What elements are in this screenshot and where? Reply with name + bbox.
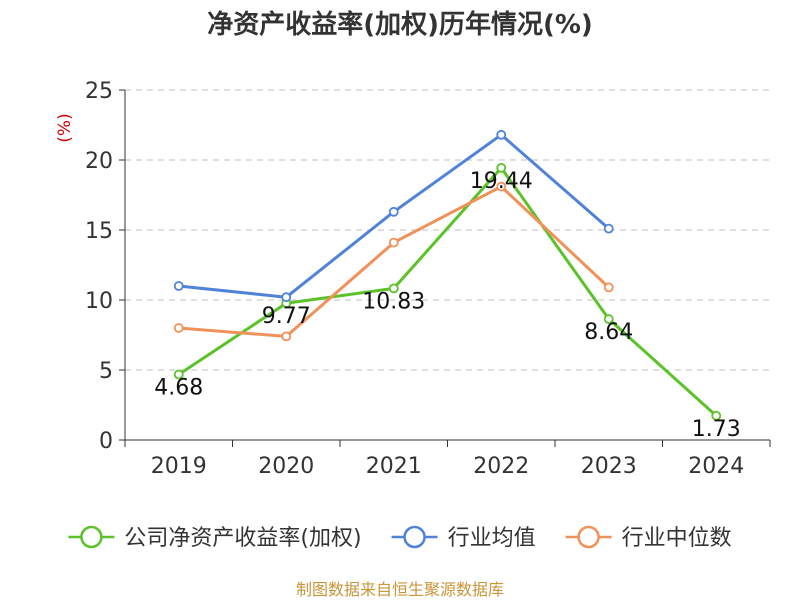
data-point [496, 129, 507, 140]
data-point [173, 323, 184, 333]
y-tick-label: 20 [85, 149, 113, 174]
data-point [496, 162, 507, 173]
y-tick-label: 25 [85, 79, 113, 104]
legend-marker [577, 525, 600, 549]
data-point [388, 237, 399, 248]
data-label: 9.77 [262, 304, 311, 329]
y-tick-label: 0 [99, 429, 113, 454]
source-note: 制图数据来自恒生聚源数据库 [296, 580, 504, 599]
data-label: 4.68 [154, 375, 203, 400]
data-label: 10.83 [362, 289, 425, 314]
x-tick-label: 2022 [473, 454, 529, 479]
data-point [388, 283, 399, 294]
chart-title: 净资产收益率(加权)历年情况(%) [207, 9, 593, 40]
series-line-0 [177, 166, 718, 417]
axes: 0 5 10 15 20 25 2019 2020 2021 2022 2023 2024 [85, 79, 771, 479]
x-tick-label: 2021 [366, 454, 422, 479]
x-tick-label: 2023 [581, 454, 637, 479]
legend-item-0[interactable]: 公司净资产收益率(加权) [68, 525, 362, 551]
data-point [603, 314, 614, 324]
data-point [603, 282, 614, 293]
y-tick-label: 5 [99, 359, 113, 384]
data-point [281, 292, 292, 303]
y-unit-label: (%) [55, 113, 75, 142]
data-point [388, 206, 399, 217]
x-tick-label: 2019 [151, 454, 207, 479]
y-tick-label: 15 [85, 219, 113, 244]
data-point [711, 410, 722, 421]
data-point [281, 331, 292, 342]
data-point [173, 369, 184, 380]
data-label: 8.64 [584, 320, 633, 345]
y-tick-label: 10 [85, 289, 113, 314]
legend-marker [80, 525, 103, 549]
series-lines [173, 129, 722, 421]
legend-item-2[interactable]: 行业中位数 [565, 525, 732, 551]
data-point [173, 281, 184, 291]
legend-label: 行业均值 [448, 526, 536, 551]
legend[interactable]: 公司净资产收益率(加权) 行业均值 行业中位数 [68, 525, 732, 551]
data-label: 1.73 [692, 417, 741, 442]
data-point [603, 223, 614, 234]
legend-label: 公司净资产收益率(加权) [124, 526, 361, 551]
data-point [496, 181, 507, 192]
legend-label: 行业中位数 [622, 526, 732, 551]
legend-item-1[interactable]: 行业均值 [391, 525, 536, 551]
x-tick-label: 2020 [258, 454, 314, 479]
data-labels: 4.68 9.77 10.83 19.44 8.64 1.73 [154, 169, 740, 442]
legend-marker [403, 525, 426, 549]
x-tick-label: 2024 [688, 454, 744, 479]
data-label: 19.44 [470, 169, 533, 194]
